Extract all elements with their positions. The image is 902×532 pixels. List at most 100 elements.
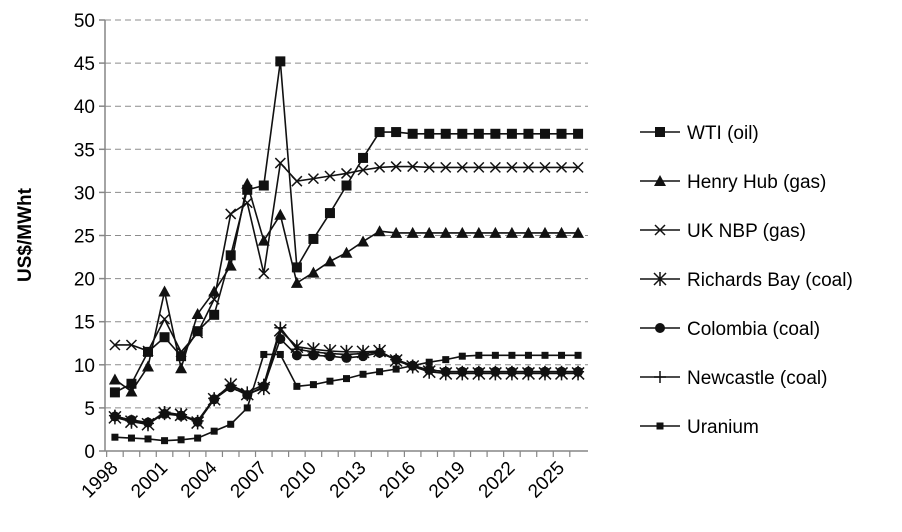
- data-point: [343, 375, 350, 383]
- data-point: [440, 128, 451, 139]
- data-point: [358, 152, 369, 163]
- data-point: [224, 259, 237, 271]
- series-1: [108, 177, 585, 397]
- data-point: [125, 339, 137, 351]
- legend-item: Uranium: [640, 417, 759, 438]
- legend-label: Henry Hub (gas): [687, 172, 826, 193]
- data-point: [555, 226, 568, 238]
- data-point: [125, 414, 138, 427]
- data-point: [158, 285, 171, 297]
- data-point: [458, 352, 466, 360]
- data-point: [144, 435, 152, 443]
- data-point: [324, 170, 336, 182]
- series-6: [111, 350, 582, 445]
- x-tick-label: 2013: [326, 458, 371, 503]
- data-point: [324, 208, 335, 219]
- data-point: [274, 321, 287, 334]
- y-tick-label: 30: [74, 183, 95, 204]
- data-point: [341, 180, 352, 191]
- data-point: [176, 351, 187, 362]
- data-point: [555, 365, 568, 378]
- data-point: [293, 382, 301, 390]
- data-point: [142, 360, 155, 372]
- legend-item: Henry Hub (gas): [640, 172, 826, 193]
- data-point: [290, 276, 303, 288]
- data-point: [439, 365, 452, 378]
- data-point: [291, 350, 302, 361]
- x-tick-label: 2007: [227, 458, 272, 503]
- data-point: [208, 392, 221, 405]
- data-point: [390, 226, 403, 238]
- data-point: [506, 161, 518, 173]
- data-point: [655, 323, 665, 333]
- data-point: [655, 127, 665, 137]
- data-point: [374, 161, 386, 173]
- data-point: [407, 128, 418, 139]
- data-point: [423, 161, 435, 173]
- x-tick-label: 2022: [475, 458, 520, 503]
- series-5: [108, 321, 585, 430]
- data-point: [323, 347, 336, 360]
- legend-label: Colombia (coal): [687, 319, 820, 340]
- data-point: [505, 365, 518, 378]
- data-point: [291, 262, 302, 273]
- data-point: [108, 409, 121, 422]
- y-tick-label: 0: [84, 442, 95, 463]
- data-point: [175, 346, 187, 358]
- data-point: [323, 255, 336, 267]
- data-point: [357, 164, 369, 176]
- data-point: [558, 351, 566, 359]
- data-point: [508, 351, 516, 359]
- y-axis-title: US$/MWht: [15, 187, 36, 282]
- data-point: [241, 197, 253, 209]
- data-point: [489, 161, 501, 173]
- x-tick-label: 2019: [425, 458, 470, 503]
- data-point: [390, 353, 403, 366]
- data-point: [275, 56, 286, 67]
- data-point: [177, 436, 185, 444]
- data-point: [490, 128, 501, 139]
- x-tick-label: 2016: [375, 458, 420, 503]
- y-tick-labels: 0 5 10 15 20 25 30 35 40 45 50: [74, 11, 105, 463]
- data-point: [191, 414, 204, 427]
- data-point: [472, 365, 485, 378]
- data-point: [208, 293, 220, 305]
- data-point: [572, 226, 585, 238]
- data-point: [406, 226, 419, 238]
- data-point: [274, 208, 287, 220]
- data-point: [158, 406, 171, 419]
- legend-item: Colombia (coal): [640, 319, 820, 340]
- data-point: [374, 127, 385, 138]
- data-point: [373, 345, 386, 358]
- legend-item: Richards Bay (coal): [640, 270, 853, 291]
- data-point: [357, 235, 370, 247]
- data-point: [654, 224, 666, 236]
- x-tick-label: 2010: [276, 458, 321, 503]
- data-point: [472, 226, 485, 238]
- data-point: [175, 362, 188, 374]
- data-point: [359, 370, 367, 378]
- legend-item: UK NBP (gas): [640, 221, 806, 242]
- data-point: [506, 128, 517, 139]
- data-point: [208, 285, 221, 297]
- data-point: [522, 161, 534, 173]
- data-point: [290, 343, 303, 356]
- data-point: [159, 332, 170, 343]
- legend-label: Uranium: [687, 417, 759, 438]
- y-tick-label: 5: [84, 399, 95, 420]
- data-point: [457, 128, 468, 139]
- data-point: [473, 161, 485, 173]
- data-point: [491, 351, 499, 359]
- data-point: [194, 434, 202, 442]
- data-point: [126, 378, 137, 389]
- series-2: [109, 157, 584, 358]
- data-point: [276, 350, 284, 358]
- data-point: [340, 167, 353, 179]
- data-point: [260, 350, 268, 358]
- data-point: [522, 226, 535, 238]
- data-point: [291, 175, 303, 187]
- data-point: [456, 365, 469, 378]
- data-point: [242, 184, 253, 195]
- data-point: [209, 309, 220, 320]
- data-point: [125, 385, 138, 397]
